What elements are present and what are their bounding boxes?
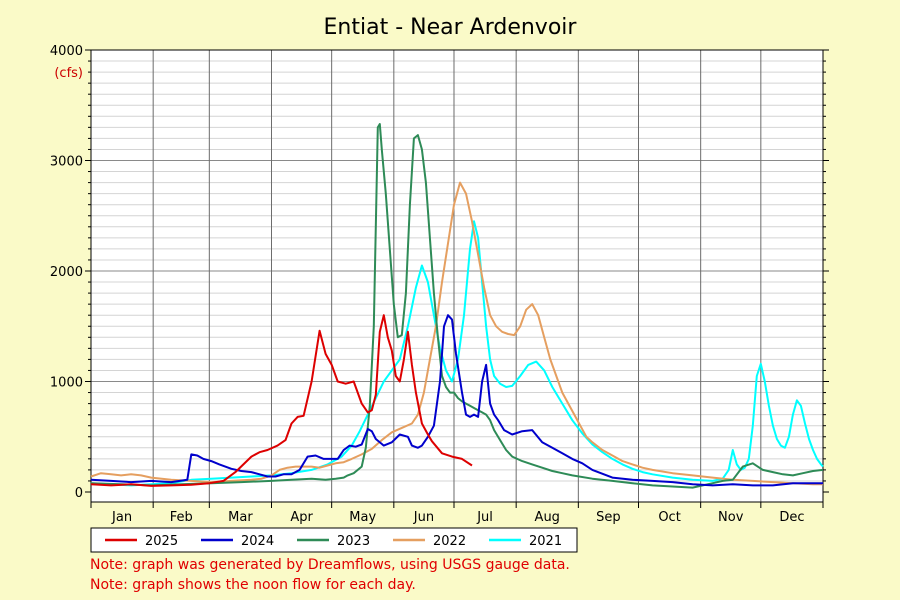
y-tick-label: 2000 bbox=[50, 265, 83, 280]
x-tick-label: Dec bbox=[779, 510, 804, 525]
x-tick-label: Aug bbox=[535, 510, 560, 525]
x-tick-label: Mar bbox=[228, 510, 253, 525]
legend-label-2022: 2022 bbox=[433, 534, 466, 549]
legend-label-2023: 2023 bbox=[337, 534, 370, 549]
note-data-source: Note: graph was generated by Dreamflows,… bbox=[90, 557, 570, 573]
x-tick-label: Jan bbox=[111, 510, 132, 525]
series-line-2023 bbox=[90, 123, 824, 489]
y-tick-label: 4000 bbox=[50, 44, 83, 59]
x-tick-label: Jul bbox=[476, 510, 493, 525]
legend-label-2021: 2021 bbox=[529, 534, 562, 549]
series-line-2022 bbox=[90, 181, 823, 486]
note-noon-flow: Note: graph shows the noon flow for each… bbox=[90, 577, 416, 593]
series-line-2024 bbox=[90, 314, 823, 487]
plot-background bbox=[91, 50, 823, 502]
x-tick-label: Apr bbox=[290, 510, 313, 525]
chart-title: Entiat - Near Ardenvoir bbox=[324, 15, 578, 40]
plot-area bbox=[91, 50, 823, 502]
series-line-2025 bbox=[90, 314, 473, 487]
legend-label-2024: 2024 bbox=[241, 534, 274, 549]
legend: 2025 2024 2023 2022 2021 bbox=[90, 527, 578, 553]
y-axis-ticks: 0 1000 2000 3000 4000 bbox=[50, 44, 829, 501]
x-tick-label: Nov bbox=[718, 510, 744, 525]
y-tick-label: 3000 bbox=[50, 155, 83, 170]
plot-frame bbox=[90, 49, 824, 503]
x-tick-label: May bbox=[349, 510, 376, 525]
x-tick-label: Sep bbox=[596, 510, 621, 525]
x-tick-label: Feb bbox=[170, 510, 193, 525]
legend-label-2025: 2025 bbox=[145, 534, 178, 549]
series-group bbox=[90, 123, 824, 489]
y-tick-label: 1000 bbox=[50, 376, 83, 391]
x-axis-ticks: Jan Feb Mar Apr May Jun Jul Aug Sep Oct Nov Dec bbox=[90, 502, 824, 525]
y-tick-label: 0 bbox=[75, 486, 83, 501]
y-axis-unit-label: (cfs) bbox=[54, 66, 83, 81]
x-tick-label: Oct bbox=[658, 510, 680, 525]
x-tick-label: Jun bbox=[413, 510, 434, 525]
